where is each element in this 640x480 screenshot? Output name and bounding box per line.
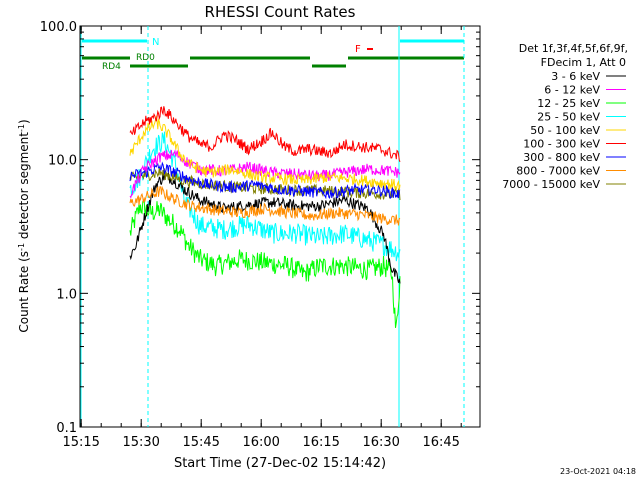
y-axis-label-end: ) bbox=[17, 119, 31, 124]
y-tick-label-3: 100.0 bbox=[40, 20, 77, 35]
x-tick-label-6: 16:45 bbox=[422, 435, 459, 450]
x-tick-label-5: 16:30 bbox=[362, 435, 399, 450]
legend-label-1: 6 - 12 keV bbox=[544, 84, 600, 97]
axis-layer: 15:15 15:30 15:45 16:00 16:15 16:30 16:45 0.1 1.… bbox=[40, 20, 480, 450]
marker-label-f: F bbox=[355, 44, 361, 55]
y-tick-label-0: 0.1 bbox=[56, 421, 77, 436]
legend-label-0: 3 - 6 keV bbox=[551, 70, 600, 83]
legend-label-6: 300 - 800 keV bbox=[523, 151, 600, 164]
x-tick-label-1: 15:30 bbox=[122, 435, 159, 450]
y-tick-label-2: 10.0 bbox=[48, 154, 77, 169]
chart-title: RHESSI Count Rates bbox=[205, 3, 356, 21]
x-tick-label-2: 15:45 bbox=[182, 435, 219, 450]
legend-label-7: 800 - 7000 keV bbox=[516, 165, 600, 178]
x-tick-label-4: 16:15 bbox=[302, 435, 339, 450]
y-axis-label: Count Rate (s-1 detector segment-1) bbox=[17, 119, 32, 332]
series-line-6 bbox=[129, 161, 401, 200]
plot-frame bbox=[79, 25, 481, 428]
legend-label-2: 12 - 25 keV bbox=[537, 97, 600, 110]
y-axis-label-main: Count Rate (s bbox=[17, 251, 31, 333]
series-line-2 bbox=[129, 199, 401, 328]
legend-label-5: 100 - 300 keV bbox=[523, 138, 600, 151]
status-bars bbox=[82, 39, 464, 68]
x-tick-label-0: 15:15 bbox=[62, 435, 99, 450]
y-axis-label-sup2: -1 bbox=[17, 124, 26, 132]
y-axis-label-mid: detector segment bbox=[17, 132, 31, 243]
marker-label-n: N bbox=[152, 37, 159, 48]
marker-label-rd0: RD0 bbox=[136, 53, 155, 63]
marker-label-rd4: RD4 bbox=[102, 62, 121, 72]
series-line-3 bbox=[129, 131, 401, 262]
footer-date: 23-Oct-2021 04:18 bbox=[560, 467, 636, 476]
series-line-4 bbox=[129, 115, 401, 191]
y-axis-label-sup1: -1 bbox=[17, 243, 26, 251]
series-line-5 bbox=[129, 106, 401, 162]
legend-label-3: 25 - 50 keV bbox=[537, 111, 600, 124]
series-layer bbox=[129, 106, 401, 328]
legend-label-4: 50 - 100 keV bbox=[530, 124, 600, 137]
y-tick-label-1: 1.0 bbox=[56, 287, 77, 302]
legend-label-8: 7000 - 15000 keV bbox=[502, 178, 600, 191]
series-line-0 bbox=[129, 171, 401, 284]
legend-header-2: FDecim 1, Att 0 bbox=[541, 56, 626, 69]
legend: Det 1f,3f,4f,5f,6f,9f, FDecim 1, Att 0 3… bbox=[502, 42, 628, 191]
legend-header-1: Det 1f,3f,4f,5f,6f,9f, bbox=[519, 42, 628, 55]
x-tick-label-3: 16:00 bbox=[242, 435, 279, 450]
marker-lines bbox=[80, 26, 465, 427]
x-axis-label: Start Time (27-Dec-02 15:14:42) bbox=[174, 456, 386, 471]
series-line-7 bbox=[129, 185, 401, 226]
